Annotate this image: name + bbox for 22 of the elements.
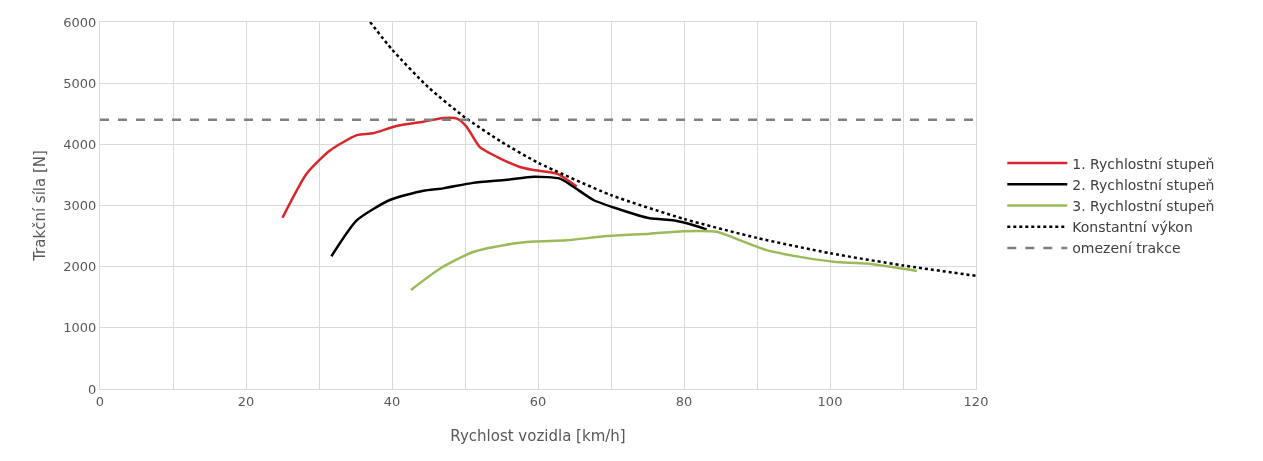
y-tick-label: 1000 [63,320,97,336]
x-axis-title: Rychlost vozidla [km/h] [450,426,626,445]
x-tick-label: 80 [675,393,693,409]
legend-label: Konstantní výkon [1072,219,1193,236]
y-tick-label: 5000 [63,75,97,91]
y-tick-label: 3000 [63,198,97,214]
x-tick-label: 60 [529,393,547,409]
x-tick-label: 120 [963,393,989,409]
y-tick-label: 0 [88,381,97,397]
y-tick-label: 6000 [63,14,97,30]
line-series [409,229,919,292]
legend-label: 2. Rychlostní stupeň [1072,176,1215,193]
legend-label: omezení trakce [1072,240,1181,257]
y-tick-label: 2000 [63,259,97,275]
line-series [281,116,578,219]
y-tick-label: 4000 [63,136,97,152]
x-tick-label: 40 [383,393,401,409]
legend-label: 3. Rychlostní stupeň [1072,197,1215,214]
x-tick-label: 100 [817,393,843,409]
legend-label: 1. Rychlostní stupeň [1072,155,1215,172]
x-tick-label: 20 [237,393,255,409]
y-axis-title: Trakční síla [N] [30,150,49,262]
